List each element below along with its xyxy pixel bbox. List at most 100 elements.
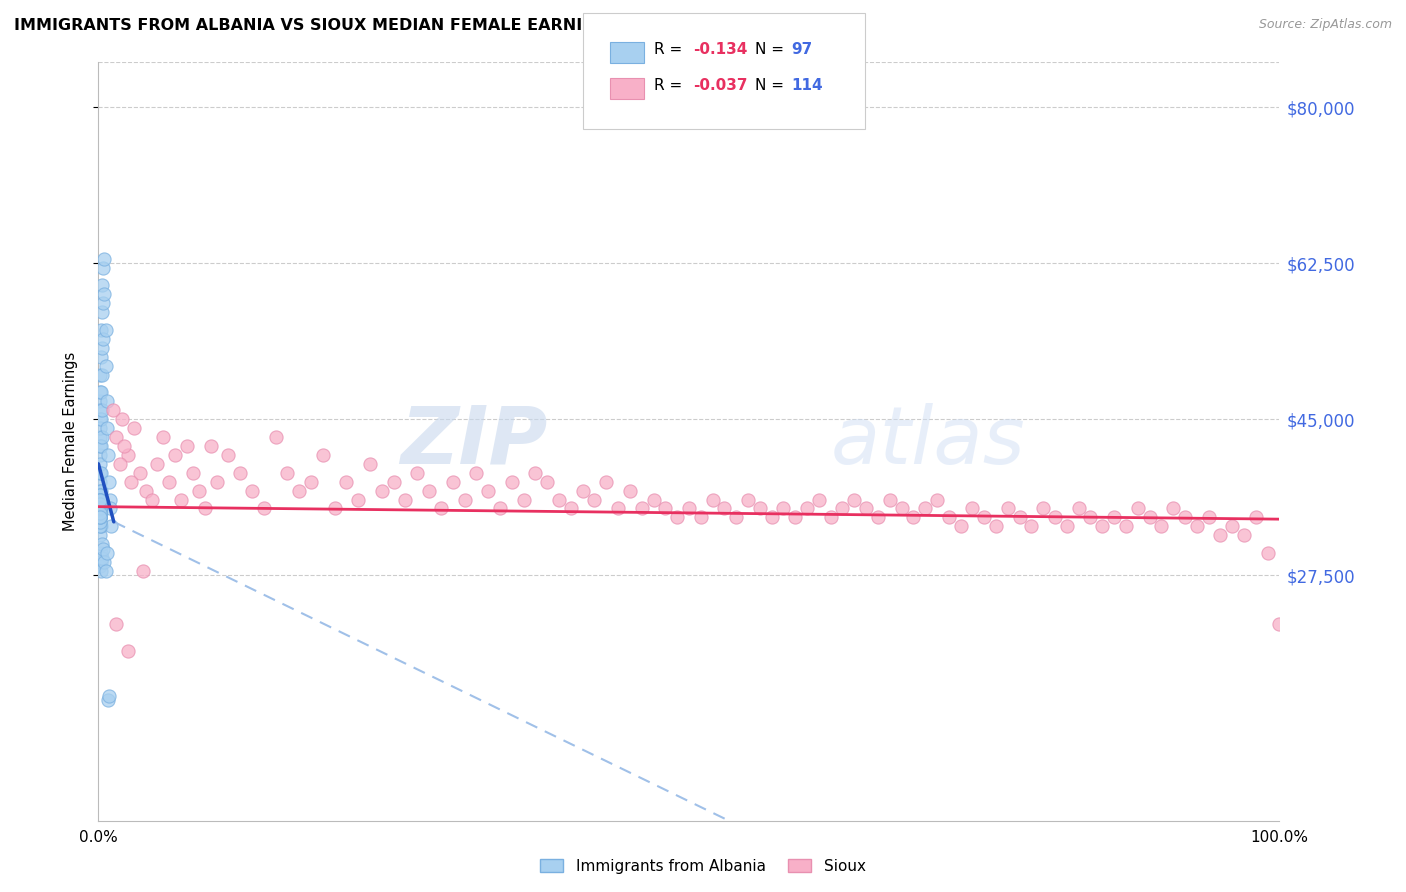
Point: [1244, 510, 1267, 524]
Point: [98, 689, 121, 703]
Point: [844, 492, 866, 507]
Point: [89, 412, 111, 426]
Text: IMMIGRANTS FROM ALBANIA VS SIOUX MEDIAN FEMALE EARNINGS CORRELATION CHART: IMMIGRANTS FROM ALBANIA VS SIOUX MEDIAN …: [14, 18, 818, 33]
Point: [89, 501, 111, 516]
Point: [89, 506, 111, 520]
Point: [96, 394, 118, 409]
Point: [689, 510, 711, 524]
Point: [89, 519, 111, 533]
Point: [89, 492, 111, 507]
Point: [91, 368, 114, 382]
Point: [477, 483, 499, 498]
Text: R =: R =: [654, 43, 688, 57]
Point: [90, 466, 112, 480]
Text: -0.037: -0.037: [693, 78, 748, 93]
Point: [1161, 501, 1184, 516]
Point: [748, 501, 770, 516]
Point: [1032, 501, 1054, 516]
Point: [1067, 501, 1090, 516]
Point: [643, 492, 665, 507]
Point: [89, 492, 111, 507]
Point: [101, 403, 124, 417]
Point: [89, 488, 111, 502]
Point: [89, 510, 111, 524]
Text: 114: 114: [792, 78, 823, 93]
Text: R =: R =: [654, 78, 688, 93]
Point: [141, 492, 163, 507]
Point: [371, 483, 394, 498]
Point: [1008, 510, 1031, 524]
Point: [98, 492, 121, 507]
Point: [288, 483, 311, 498]
Point: [90, 501, 112, 516]
Point: [1233, 528, 1256, 542]
Point: [105, 617, 128, 632]
Point: [855, 501, 877, 516]
Point: [489, 501, 512, 516]
Point: [89, 497, 111, 511]
Point: [105, 430, 128, 444]
Point: [89, 501, 111, 516]
Point: [630, 501, 652, 516]
Point: [90, 385, 112, 400]
Point: [89, 421, 111, 435]
Point: [441, 475, 464, 489]
Point: [91, 278, 114, 293]
Point: [89, 501, 111, 516]
Point: [89, 483, 111, 498]
Point: [359, 457, 381, 471]
Point: [89, 497, 111, 511]
Point: [90, 555, 112, 569]
Point: [146, 457, 169, 471]
Point: [89, 506, 111, 520]
Point: [108, 457, 131, 471]
Point: [117, 448, 139, 462]
Point: [347, 492, 370, 507]
Point: [1198, 510, 1220, 524]
Point: [89, 497, 111, 511]
Point: [90, 546, 112, 560]
Point: [276, 466, 298, 480]
Point: [430, 501, 453, 516]
Point: [90, 439, 112, 453]
Point: [418, 483, 440, 498]
Point: [89, 466, 111, 480]
Point: [89, 497, 111, 511]
Point: [157, 475, 180, 489]
Point: [89, 488, 111, 502]
Point: [713, 501, 735, 516]
Point: [89, 492, 111, 507]
Text: N =: N =: [755, 78, 789, 93]
Point: [973, 510, 995, 524]
Point: [831, 501, 853, 516]
Point: [607, 501, 630, 516]
Point: [866, 510, 889, 524]
Point: [890, 501, 912, 516]
Point: [194, 501, 217, 516]
Point: [89, 510, 111, 524]
Legend: Immigrants from Albania, Sioux: Immigrants from Albania, Sioux: [534, 853, 872, 880]
Point: [453, 492, 475, 507]
Point: [938, 510, 960, 524]
Point: [91, 403, 114, 417]
Point: [89, 510, 111, 524]
Point: [181, 466, 204, 480]
Point: [89, 457, 111, 471]
Point: [89, 528, 111, 542]
Point: [1268, 617, 1291, 632]
Point: [97, 693, 120, 707]
Point: [299, 475, 322, 489]
Point: [903, 510, 925, 524]
Point: [91, 260, 114, 275]
Point: [962, 501, 984, 516]
Point: [89, 501, 111, 516]
Text: -0.134: -0.134: [693, 43, 748, 57]
Point: [217, 448, 239, 462]
Point: [253, 501, 276, 516]
Point: [820, 510, 842, 524]
Point: [465, 466, 488, 480]
Point: [949, 519, 972, 533]
Point: [100, 519, 122, 533]
Point: [264, 430, 287, 444]
Text: Source: ZipAtlas.com: Source: ZipAtlas.com: [1258, 18, 1392, 31]
